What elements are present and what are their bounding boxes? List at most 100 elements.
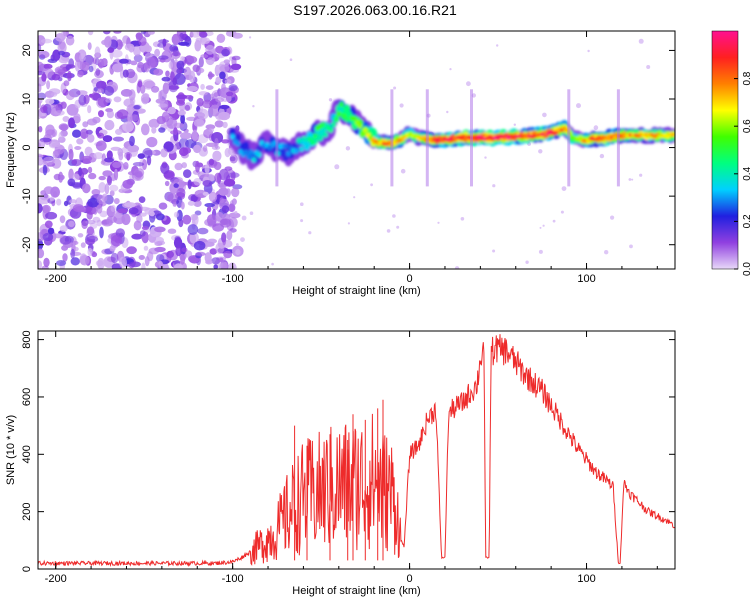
noise-blob <box>95 140 107 152</box>
y-axis-label: Frequency (Hz) <box>5 112 17 188</box>
noise-blob <box>129 261 141 268</box>
ridge-cell <box>343 104 351 114</box>
noise-blob <box>67 70 72 82</box>
noise-blob <box>177 110 187 116</box>
ridge-cell <box>670 132 675 137</box>
noise-blob <box>142 147 153 159</box>
noise-blob <box>54 110 65 116</box>
streak <box>390 89 394 187</box>
noise-blob <box>194 189 207 198</box>
ridge-cell <box>665 134 671 139</box>
noise-blob <box>228 172 240 178</box>
noise-blob <box>193 119 205 128</box>
noise-blob <box>215 211 225 222</box>
noise-blob <box>95 260 104 267</box>
ridge-cell <box>320 122 326 128</box>
noise-blob <box>168 61 173 69</box>
noise-dot <box>561 186 567 192</box>
noise-blob <box>139 212 147 217</box>
x-tick-label: -200 <box>45 273 67 285</box>
noise-blob <box>87 31 94 36</box>
noise-blob <box>167 193 178 203</box>
noise-dot <box>593 125 599 130</box>
noise-blob <box>95 80 107 90</box>
noise-dot <box>252 105 255 108</box>
noise-blob <box>167 106 176 115</box>
noise-blob <box>113 198 120 205</box>
noise-blob <box>175 246 182 257</box>
ridge-cell <box>346 111 352 117</box>
noise-dot <box>449 68 452 71</box>
ridge-cell <box>256 152 262 158</box>
noise-blob <box>172 77 178 86</box>
noise-blob <box>224 79 232 84</box>
noise-blob <box>218 111 231 121</box>
noise-dot <box>628 178 632 181</box>
noise-dot <box>542 224 545 227</box>
plot-frame-1 <box>37 30 676 270</box>
y-tick-label: 800 <box>21 330 33 348</box>
noise-blob <box>42 164 48 176</box>
noise-dot <box>399 103 404 108</box>
noise-blob <box>223 178 236 187</box>
noise-dot <box>454 266 460 269</box>
noise-dot <box>629 244 633 249</box>
noise-blob <box>133 45 141 57</box>
noise-blob <box>178 41 190 46</box>
noise-blob <box>82 183 91 194</box>
noise-blob <box>92 57 97 65</box>
noise-blob <box>158 127 166 133</box>
ridge-cell <box>357 123 363 129</box>
noise-blob <box>82 121 89 128</box>
noise-blob <box>123 98 134 107</box>
noise-blob <box>218 187 229 196</box>
noise-blob <box>136 64 145 73</box>
noise-blob <box>107 47 115 53</box>
ridge-cell <box>293 148 299 154</box>
noise-blob <box>184 36 191 42</box>
noise-blob <box>87 197 100 208</box>
x-tick-label: -200 <box>45 573 67 585</box>
noise-blob <box>80 242 86 248</box>
noise-blob <box>50 92 58 97</box>
noise-blob <box>215 97 225 103</box>
noise-blob <box>173 127 178 135</box>
noise-blob <box>86 226 95 235</box>
noise-blob <box>140 31 147 35</box>
noise-blob <box>173 122 185 129</box>
ridge <box>227 99 675 171</box>
noise-blob <box>111 173 116 182</box>
noise-dot <box>241 215 247 221</box>
noise-blob <box>228 203 236 212</box>
noise-blob <box>105 98 112 103</box>
noise-blob <box>171 33 181 46</box>
noise-blob <box>119 256 127 268</box>
noise-blob <box>51 142 61 148</box>
noise-dot <box>560 210 564 214</box>
noise-blob <box>175 100 186 106</box>
noise-blob <box>38 109 42 120</box>
noise-blob <box>38 156 43 165</box>
noise-blob <box>191 213 199 226</box>
noise-blob <box>99 226 104 239</box>
colorbar-tick-label: 0.4 <box>742 166 750 180</box>
noise-blob <box>182 214 192 225</box>
ridge-cell <box>283 143 289 149</box>
x-tick-label: 0 <box>407 573 413 585</box>
noise-blob <box>112 63 124 73</box>
ridge-cell <box>303 141 311 151</box>
noise-blob <box>41 73 47 82</box>
noise-blob <box>161 76 171 82</box>
x-tick-label: 100 <box>577 273 595 285</box>
noise-blob <box>226 230 233 241</box>
noise-blob <box>50 186 60 198</box>
noise-dot <box>393 86 397 90</box>
ridge-cell <box>299 146 305 152</box>
noise-dot <box>466 81 471 87</box>
noise-blob <box>165 70 170 77</box>
noise-blob <box>142 159 147 171</box>
noise-blob <box>87 166 93 174</box>
noise-blob <box>228 217 238 228</box>
noise-blob <box>79 254 90 266</box>
